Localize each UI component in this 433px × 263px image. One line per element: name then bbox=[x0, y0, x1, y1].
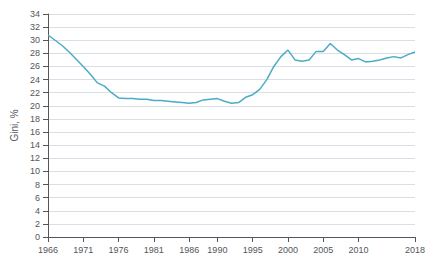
svg-text:2: 2 bbox=[35, 219, 40, 229]
svg-text:12: 12 bbox=[30, 153, 40, 163]
svg-text:0: 0 bbox=[35, 232, 40, 242]
svg-text:30: 30 bbox=[30, 35, 40, 45]
svg-text:2000: 2000 bbox=[278, 245, 298, 255]
svg-text:1995: 1995 bbox=[243, 245, 263, 255]
svg-text:1990: 1990 bbox=[207, 245, 227, 255]
svg-text:24: 24 bbox=[30, 75, 40, 85]
svg-text:16: 16 bbox=[30, 127, 40, 137]
svg-text:2018: 2018 bbox=[405, 245, 425, 255]
svg-text:1976: 1976 bbox=[109, 245, 129, 255]
svg-text:1981: 1981 bbox=[144, 245, 164, 255]
svg-text:32: 32 bbox=[30, 22, 40, 32]
svg-text:8: 8 bbox=[35, 180, 40, 190]
svg-text:20: 20 bbox=[30, 101, 40, 111]
svg-text:10: 10 bbox=[30, 166, 40, 176]
svg-text:6: 6 bbox=[35, 193, 40, 203]
svg-text:2005: 2005 bbox=[313, 245, 333, 255]
svg-text:14: 14 bbox=[30, 140, 40, 150]
svg-text:34: 34 bbox=[30, 9, 40, 19]
svg-text:22: 22 bbox=[30, 88, 40, 98]
svg-text:2010: 2010 bbox=[349, 245, 369, 255]
svg-text:4: 4 bbox=[35, 206, 40, 216]
svg-text:1986: 1986 bbox=[179, 245, 199, 255]
svg-text:Gini, %: Gini, % bbox=[9, 109, 20, 141]
svg-text:28: 28 bbox=[30, 48, 40, 58]
svg-text:1971: 1971 bbox=[73, 245, 93, 255]
svg-text:26: 26 bbox=[30, 61, 40, 71]
svg-text:1966: 1966 bbox=[38, 245, 58, 255]
svg-text:18: 18 bbox=[30, 114, 40, 124]
